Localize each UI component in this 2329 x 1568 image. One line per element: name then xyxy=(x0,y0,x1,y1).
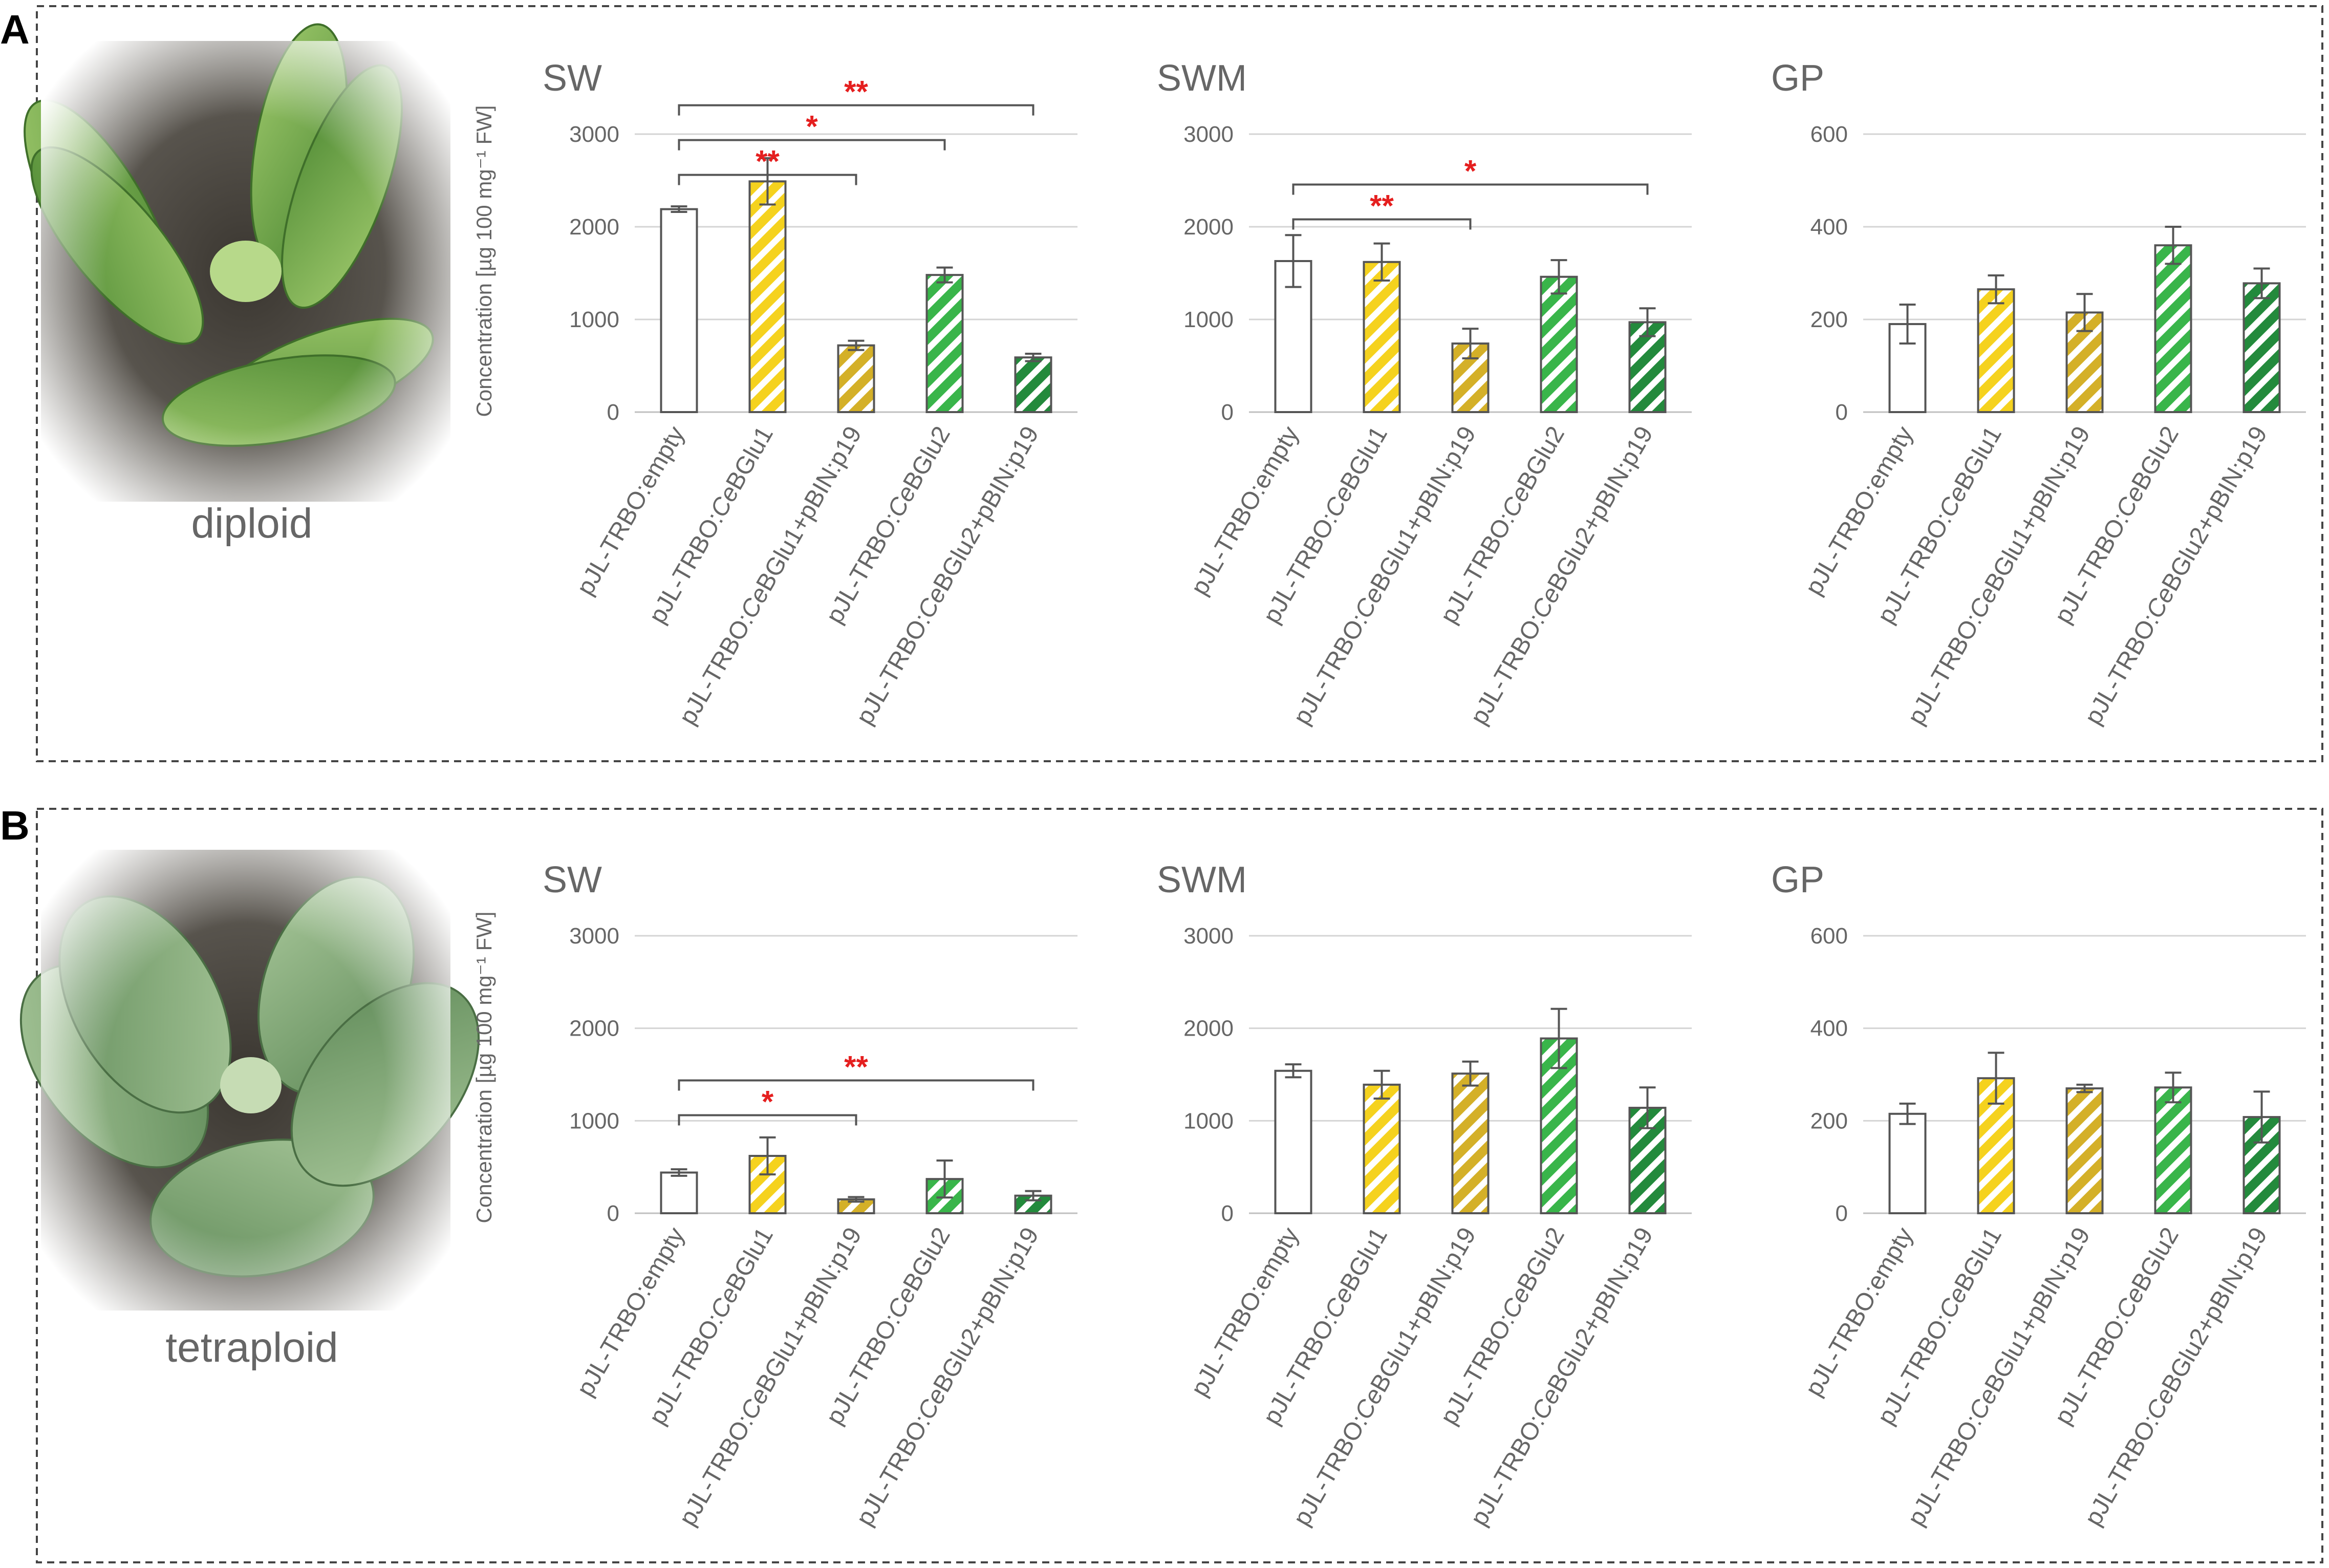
y-tick-label: 1000 xyxy=(1183,307,1234,332)
panel-b-frame xyxy=(36,808,2323,1563)
significance-bracket xyxy=(678,104,1034,116)
x-tick-label: pJL-TRBO:CeBGlu1+pBIN:p19 xyxy=(1288,1223,1481,1531)
significance-marker: * xyxy=(806,110,818,144)
chart-title: SW xyxy=(543,860,602,900)
significance-bracket xyxy=(678,1079,1034,1091)
significance-bracket xyxy=(1292,218,1472,230)
significance-marker: * xyxy=(762,1084,774,1119)
panel-a-letter: A xyxy=(0,7,30,52)
x-tick-label: pJL-TRBO:CeBGlu2+pBIN:p19 xyxy=(851,422,1044,729)
y-axis-label-a: Concentration [µg 100 mg⁻¹ FW] xyxy=(472,105,496,417)
significance-bracket xyxy=(678,1114,857,1126)
y-tick-label: 0 xyxy=(607,1201,619,1226)
x-tick-label: pJL-TRBO:CeBGlu2+pBIN:p19 xyxy=(1465,422,1658,729)
chart-a-sw: SW0100020003000pJL-TRBO:emptypJL-TRBO:Ce… xyxy=(543,58,1077,729)
y-tick-label: 400 xyxy=(1810,214,1848,240)
y-tick-label: 400 xyxy=(1810,1016,1848,1041)
chart-title: GP xyxy=(1771,860,1824,900)
diploid-plant-photo xyxy=(24,23,450,502)
chart-title: SWM xyxy=(1157,860,1247,900)
y-tick-label: 2000 xyxy=(1183,214,1234,240)
chart-title: SWM xyxy=(1157,58,1247,99)
y-tick-label: 2000 xyxy=(569,1016,619,1041)
x-tick-label: pJL-TRBO:CeBGlu2+pBIN:p19 xyxy=(1465,1223,1658,1531)
bar xyxy=(1451,1072,1490,1215)
y-tick-label: 200 xyxy=(1810,1108,1848,1133)
bar xyxy=(1363,261,1401,413)
x-tick-label: pJL-TRBO:CeBGlu2+pBIN:p19 xyxy=(2080,422,2273,729)
y-tick-label: 0 xyxy=(1836,400,1848,425)
bar xyxy=(1274,1069,1312,1215)
significance-marker: ** xyxy=(844,75,868,109)
bar xyxy=(2065,1087,2104,1215)
y-tick-label: 1000 xyxy=(569,1108,619,1133)
bar xyxy=(837,344,875,413)
x-tick-label: pJL-TRBO:CeBGlu1+pBIN:p19 xyxy=(674,1223,867,1531)
charts-container: SW0100020003000pJL-TRBO:emptypJL-TRBO:Ce… xyxy=(543,58,2306,1531)
bar xyxy=(1888,1112,1927,1215)
y-axis-label-b: Concentration [µg 100 mg⁻¹ FW] xyxy=(472,912,496,1223)
panel-a-frame xyxy=(36,5,2323,762)
y-tick-label: 0 xyxy=(1836,1201,1848,1226)
chart-b-gp: GP0200400600pJL-TRBO:emptypJL-TRBO:CeBGl… xyxy=(1771,860,2306,1531)
y-tick-label: 0 xyxy=(1221,400,1234,425)
chart-b-swm: SWM0100020003000pJL-TRBO:emptypJL-TRBO:C… xyxy=(1157,860,1692,1531)
y-tick-label: 0 xyxy=(1221,1201,1234,1226)
chart-title: SW xyxy=(543,58,602,99)
diploid-label: diploid xyxy=(191,500,312,547)
y-tick-label: 600 xyxy=(1810,122,1848,147)
x-tick-label: pJL-TRBO:CeBGlu1+pBIN:p19 xyxy=(674,422,867,729)
significance-marker: * xyxy=(1464,154,1477,188)
y-tick-label: 2000 xyxy=(569,214,619,240)
bar xyxy=(660,1171,698,1214)
bar xyxy=(925,274,964,413)
x-tick-label: pJL-TRBO:CeBGlu1+pBIN:p19 xyxy=(1288,422,1481,729)
bar xyxy=(2154,1086,2192,1214)
chart-title: GP xyxy=(1771,58,1824,99)
bar xyxy=(2154,244,2192,413)
bar xyxy=(1363,1083,1401,1214)
chart-b-sw: SW0100020003000pJL-TRBO:emptypJL-TRBO:Ce… xyxy=(543,860,1077,1531)
bar xyxy=(1628,321,1667,413)
tetraploid-label: tetraploid xyxy=(165,1324,338,1371)
bar xyxy=(1014,356,1052,414)
tetraploid-plant-photo xyxy=(19,850,480,1311)
y-tick-label: 3000 xyxy=(1183,923,1234,949)
bar xyxy=(1540,275,1578,413)
bar xyxy=(1977,288,2015,413)
significance-bracket xyxy=(1292,183,1649,195)
x-tick-label: pJL-TRBO:CeBGlu2+pBIN:p19 xyxy=(2080,1223,2273,1531)
significance-bracket xyxy=(678,139,946,151)
significance-marker: ** xyxy=(844,1049,868,1084)
x-tick-label: pJL-TRBO:CeBGlu1+pBIN:p19 xyxy=(1903,422,2096,729)
y-tick-label: 1000 xyxy=(569,307,619,332)
y-tick-label: 3000 xyxy=(569,923,619,949)
y-tick-label: 3000 xyxy=(1183,122,1234,147)
significance-bracket xyxy=(678,174,857,185)
y-tick-label: 0 xyxy=(607,400,619,425)
y-tick-label: 1000 xyxy=(1183,1108,1234,1133)
bar xyxy=(660,208,698,413)
chart-a-gp: GP0200400600pJL-TRBO:emptypJL-TRBO:CeBGl… xyxy=(1771,58,2306,729)
y-tick-label: 3000 xyxy=(569,122,619,147)
y-tick-label: 600 xyxy=(1810,923,1848,949)
x-tick-label: pJL-TRBO:CeBGlu2+pBIN:p19 xyxy=(851,1223,1044,1531)
chart-a-swm: SWM0100020003000pJL-TRBO:emptypJL-TRBO:C… xyxy=(1157,58,1692,729)
panel-b-letter: B xyxy=(0,803,30,848)
x-tick-label: pJL-TRBO:CeBGlu1+pBIN:p19 xyxy=(1903,1223,2096,1531)
significance-marker: ** xyxy=(756,144,780,179)
significance-marker: ** xyxy=(1370,189,1394,223)
bar xyxy=(2242,282,2281,413)
y-tick-label: 2000 xyxy=(1183,1016,1234,1041)
y-tick-label: 200 xyxy=(1810,307,1848,332)
bar xyxy=(748,180,787,413)
